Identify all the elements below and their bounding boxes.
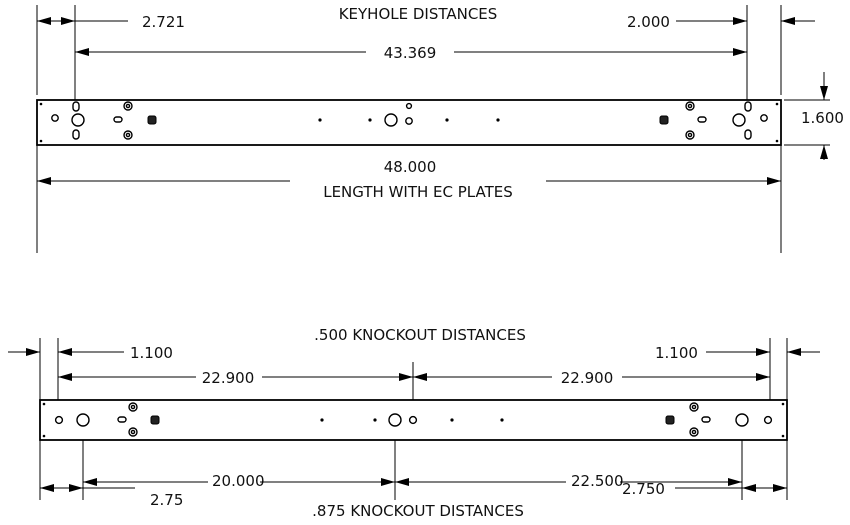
dimension-875-left-offset: 2.75 [40,484,183,509]
dimension-right-keyhole-offset-label: 2.000 [627,13,670,31]
dimension-keyhole-span-label: 43.369 [384,44,437,62]
dimension-right-keyhole-offset: 2.000 [627,13,815,31]
dimension-500-right-span-label: 22.900 [561,369,614,387]
dimension-500-left-span: 22.900 [58,369,413,387]
dimension-500-left-span-label: 22.900 [202,369,255,387]
dimension-500-right-span: 22.900 [413,369,770,387]
dimension-875-right-offset: 2.750 [622,480,787,498]
dimension-500-right-offset-label: 1.100 [655,344,698,362]
dimension-height: 1.600 [784,72,844,160]
dimension-left-keyhole-offset: 2.721 [37,13,185,31]
dimension-height-label: 1.600 [801,109,844,127]
keyhole-distances-heading: KEYHOLE DISTANCES [339,5,498,23]
dimension-500-left-offset-label: 1.100 [130,344,173,362]
top-view: 2.721 KEYHOLE DISTANCES 2.000 43.369 [36,5,844,253]
dimension-875-right-span: 22.500 [395,472,742,490]
fixture-bottom-part [39,399,788,441]
fixture-top-part [36,99,782,146]
dimension-length: 48.000 LENGTH WITH EC PLATES [37,158,781,201]
dimension-length-caption: LENGTH WITH EC PLATES [323,183,513,201]
dimension-875-right-span-label: 22.500 [571,472,624,490]
dimension-875-left-span: 20.000 [83,472,395,490]
bottom-view: .500 KNOCKOUT DISTANCES 1.100 1.100 22.9… [8,326,820,520]
knockout-500-heading: .500 KNOCKOUT DISTANCES [314,326,526,344]
knockout-875-caption: .875 KNOCKOUT DISTANCES [312,502,524,520]
dimension-keyhole-span: 43.369 [75,44,747,62]
dimension-500-left-offset: 1.100 [8,344,173,362]
dimension-875-right-offset-label: 2.750 [622,480,665,498]
dimension-875-left-offset-label: 2.75 [150,491,183,509]
dimension-length-label: 48.000 [384,158,437,176]
dimension-left-keyhole-offset-label: 2.721 [142,13,185,31]
dimension-875-left-span-label: 20.000 [212,472,265,490]
dimension-500-right-offset: 1.100 [655,344,820,362]
